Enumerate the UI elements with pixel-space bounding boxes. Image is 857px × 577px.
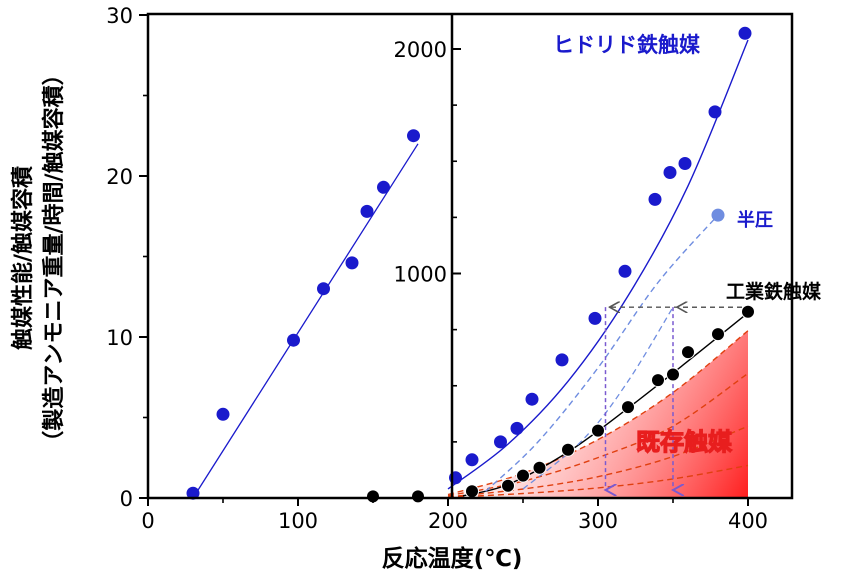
data-point-s3-10 [711,327,725,342]
data-point-s3-9 [681,345,695,360]
data-point-s2-11 [708,105,722,119]
x-tick-label-200: 200 [428,509,468,533]
data-point-s2-6 [588,311,602,325]
data-point-s3-2 [516,468,530,483]
data-point-s0-2 [287,333,300,347]
label-hydride-iron-catalyst: ヒドリド鉄触媒 [553,33,701,57]
left-y-tick-label-20: 20 [106,165,133,189]
data-point-s0-1 [216,407,230,421]
existing-catalyst-region-layer [448,330,748,498]
half-pressure-curve-2 [522,306,674,490]
data-point-s2-2 [494,435,507,449]
data-point-s3-8 [666,367,680,382]
left-y-tick-label-30: 30 [106,4,133,28]
fit-curve-4 [485,214,719,492]
data-point-s2-5 [555,353,569,367]
comparison-arrows-layer [606,307,742,490]
data-point-s3-5 [591,423,605,438]
axes-layer: 0 100 200 300 400 0 10 20 30 1000 2000 [106,4,794,533]
data-point-s0-3 [317,282,330,296]
data-point-s0-7 [407,129,420,143]
data-point-s2-9 [663,166,677,179]
data-point-s0-6 [377,180,390,194]
data-point-s2-7 [618,264,632,278]
label-half-pressure: 半圧 [737,209,773,231]
data-point-s3-4 [561,442,575,457]
right-y-tick-label-1000: 1000 [394,263,447,287]
x-tick-label-300: 300 [578,509,618,533]
right-y-tick-label-2000: 2000 [394,38,447,62]
x-axis-title: 反応温度(℃) [382,545,523,572]
data-point-s2-10 [678,157,692,170]
label-existing-catalyst: 既存触媒 [636,428,733,456]
data-point-s0-0 [186,486,200,500]
fit-line-0 [192,143,419,499]
data-point-s0-4 [345,256,359,270]
x-tick-label-0: 0 [141,509,154,533]
left-y-tick-label-0: 0 [120,487,133,511]
data-point-s1-1 [411,489,425,504]
data-point-s3-3 [532,460,547,475]
data-point-s3-11 [741,304,755,319]
left-y-tick-label-10: 10 [106,326,133,350]
y-axis-title-line2: （製造アンモニア重量/時間/触媒容積） [41,63,67,452]
data-point-s2-4 [525,392,539,406]
existing-catalyst-region [448,330,748,498]
existing-catalyst-curve-4 [447,464,749,498]
x-tick-label-100: 100 [278,509,318,533]
data-point-s2-1 [465,453,479,467]
data-point-s0-5 [360,204,374,218]
label-industrial-iron-catalyst: 工業鉄触媒 [726,280,822,303]
y-axis-title-line1: 触媒性能/触媒容積 [10,165,36,350]
data-point-s2-3 [510,421,524,435]
data-point-s3-7 [651,373,665,388]
existing-catalyst-curve-3 [447,425,749,498]
data-point-s4-0 [711,208,725,222]
fit-curve-2 [447,39,749,490]
data-point-s3-1 [501,478,515,493]
data-point-s2-8 [648,192,662,206]
data-point-s3-0 [465,484,479,499]
data-point-s2-12 [738,26,752,40]
x-tick-label-400: 400 [728,509,768,533]
existing-catalyst-curve-1 [447,330,749,496]
data-points-layer [186,26,755,504]
data-point-s3-6 [621,400,635,415]
